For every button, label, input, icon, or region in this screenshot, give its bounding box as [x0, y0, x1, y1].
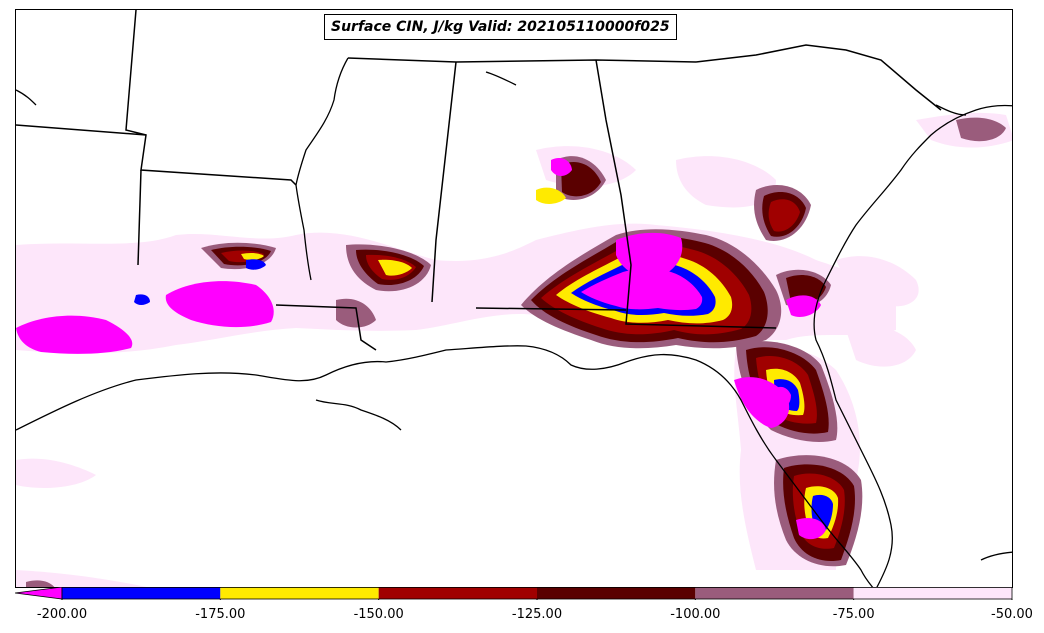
- colorbar-bin-5: [853, 587, 1012, 599]
- colorbar-tick-label: -75.00: [832, 607, 875, 622]
- colorbar-bin-0: [62, 587, 221, 599]
- colorbar-tick-label: -200.00: [36, 607, 88, 622]
- coastlines: [16, 57, 1012, 587]
- colorbar-tick-label: -100.00: [670, 607, 721, 622]
- cin-map: [16, 10, 1012, 587]
- colorbar-bin-2: [378, 587, 537, 599]
- colorbar-tick-label: -175.00: [195, 607, 246, 622]
- colorbar-bin-4: [695, 587, 854, 599]
- state-boundaries: [16, 10, 942, 351]
- colorbar-bin-3: [537, 587, 696, 599]
- colorbar: [15, 587, 1013, 600]
- cin-light-shading: [16, 112, 1012, 587]
- colorbar-tick-label: -150.00: [353, 607, 404, 622]
- cin-magenta-shading: [16, 158, 826, 540]
- map-panel: [15, 9, 1013, 588]
- colorbar-under-triangle: [15, 587, 63, 600]
- colorbar-tick-label: -125.00: [511, 607, 563, 622]
- colorbar-bin-1: [220, 587, 379, 599]
- colorbar-tick-label: -50.00: [991, 607, 1033, 622]
- map-title: Surface CIN, J/kg Valid: 202105110000f02…: [324, 14, 677, 40]
